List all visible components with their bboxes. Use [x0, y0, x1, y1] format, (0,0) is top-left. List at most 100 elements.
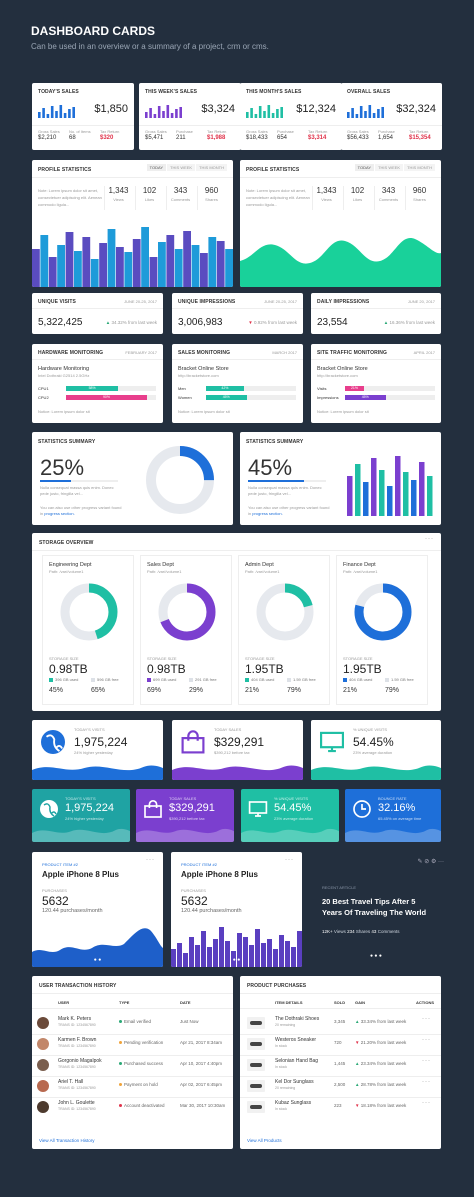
dept-path: Path: /var//volume1: [245, 569, 280, 574]
monitor-date: MARCH 2017: [272, 350, 297, 355]
tab[interactable]: THIS MONTH: [196, 164, 227, 171]
tab[interactable]: THIS WEEK: [375, 164, 404, 171]
legend-swatch: [91, 677, 95, 682]
mini-bar: [166, 105, 170, 118]
wave-area: [136, 828, 234, 842]
wave-chart: [241, 828, 339, 842]
progress-fill: 90%: [66, 395, 147, 400]
progress-value: 58%: [88, 386, 96, 390]
arrow-down-icon: ▼: [248, 320, 254, 325]
mini-bar: [246, 112, 249, 118]
stat-value: $18,433: [246, 135, 268, 141]
progress-link[interactable]: progress section.: [252, 511, 283, 516]
settings-icon[interactable]: ⚙: [430, 859, 438, 865]
kpi-change: ▲ 34.32% from last week: [106, 320, 157, 325]
kpi-card: UNIQUE VISITS JUNE 20-25, 2017 5,322,425 ▲ …: [32, 293, 163, 334]
view-all-link[interactable]: View All Products: [247, 1138, 282, 1143]
bar: [191, 245, 200, 287]
card-title: STATISTICS SUMMARY: [38, 439, 96, 445]
more-icon[interactable]: ···: [425, 536, 434, 542]
mini-bar: [68, 109, 71, 118]
tab-group: TODAY THIS WEEK THIS MONTH: [354, 164, 435, 171]
column-header: USER: [58, 1000, 70, 1005]
stat-label: Views: [113, 197, 124, 202]
gain: ▼ 18.18% from last week: [355, 1103, 406, 1108]
bar: [255, 929, 260, 967]
storage-dept: Sales Dept Path: /var//volume1 STORAGE SIZ…: [140, 555, 232, 705]
monitor-name: Bracket Online Store: [317, 366, 368, 372]
more-icon[interactable]: ···: [422, 1079, 431, 1085]
kpi-card: DAILY IMPRESSIONS JUNE 20, 2017 23,554 ▲ 16…: [311, 293, 441, 334]
more-icon[interactable]: ···: [422, 1100, 431, 1106]
stat-value: $2,210: [38, 135, 57, 141]
card-title: TODAY'S SALES: [38, 89, 79, 95]
free-text: 1.59 GB free: [391, 677, 414, 682]
bar: [48, 257, 57, 287]
stat-value: 960: [412, 186, 427, 195]
kpi-change-text: 34.32% from last week: [111, 320, 157, 325]
legend-swatch: [49, 677, 53, 682]
product-thumbnail: [247, 1059, 265, 1071]
mini-bar: [162, 111, 165, 118]
card-title: PROFILE STATISTICS: [38, 167, 92, 173]
free-text: 291 GB free: [195, 677, 217, 682]
sales-stat: Purchase 654: [277, 129, 294, 141]
used-pct: 45%: [49, 687, 64, 694]
kpi-change-text: 16.36% from last week: [389, 320, 435, 325]
bar: [174, 249, 183, 287]
stat-value: $5,471: [145, 135, 164, 141]
article-stats: 12K+ Views 234 Shares 43 Comments: [322, 929, 399, 934]
more-icon[interactable]: ···: [146, 857, 155, 863]
bar: [395, 456, 401, 516]
trans-date: Apr 02, 2017 6:45pm: [180, 1082, 223, 1087]
more-icon[interactable]: ···: [422, 1037, 431, 1043]
mini-bar-chart: [38, 105, 75, 118]
product-chart: [171, 927, 302, 967]
summary-footer: You can also use other progress variant …: [40, 505, 122, 517]
mini-bar: [351, 108, 354, 118]
more-icon[interactable]: ···: [285, 857, 294, 863]
kpi-value: 5,322,425: [38, 317, 83, 328]
product-stock: 20 remaining: [275, 1023, 296, 1027]
stat-label: Gross Sales: [145, 129, 167, 134]
profile-stat: 960 Shares: [405, 186, 433, 210]
more-icon[interactable]: ···: [438, 859, 444, 865]
wave-area: [241, 828, 339, 842]
stat-label: Tax Return: [308, 129, 328, 134]
carousel-dots[interactable]: ● ●: [93, 957, 102, 963]
bar-label: Visits: [317, 386, 327, 391]
carousel-dots[interactable]: ● ●: [232, 957, 241, 963]
purchases-label: PURCHASES: [181, 888, 206, 893]
bar-label: CPU2: [38, 395, 49, 400]
tab[interactable]: TODAY: [354, 164, 375, 171]
link-icon[interactable]: ⊘: [424, 859, 431, 865]
more-icon[interactable]: ···: [422, 1058, 431, 1064]
view-all-link[interactable]: View All Transaction History: [39, 1138, 95, 1143]
monitor-icon: [319, 731, 345, 753]
mini-bar: [258, 106, 262, 118]
tab[interactable]: THIS WEEK: [167, 164, 196, 171]
stat-label: Comments: [170, 197, 191, 202]
product-name: Westeros Sneaker: [275, 1037, 317, 1043]
more-icon[interactable]: ···: [422, 1016, 431, 1022]
bar: [219, 927, 224, 967]
carousel-dots[interactable]: ● ● ●: [370, 953, 382, 959]
edit-icon[interactable]: ✎: [417, 859, 425, 865]
bar: [237, 933, 242, 967]
footer-text: You can also use other progress variant …: [248, 505, 330, 516]
progress-link[interactable]: progress section.: [44, 511, 75, 516]
tab[interactable]: THIS MONTH: [404, 164, 435, 171]
free-pct: 79%: [287, 687, 302, 694]
tab[interactable]: TODAY: [146, 164, 167, 171]
stat-label: Tax Return: [409, 129, 429, 134]
dept-path: Path: /var//volume1: [49, 569, 84, 574]
bar: [261, 943, 266, 967]
stat-value: 343: [173, 186, 188, 195]
sales-card: THIS MONTH'S SALES $12,324 Gross Sales $18,…: [240, 83, 342, 150]
stat-value: 960: [204, 186, 219, 195]
gain: ▲ 28.78% from last week: [355, 1082, 406, 1087]
mini-bar: [55, 111, 58, 118]
stat-label: Gross Sales: [38, 129, 60, 134]
dept-path: Path: /var//volume1: [147, 569, 182, 574]
mini-bar: [377, 109, 380, 118]
